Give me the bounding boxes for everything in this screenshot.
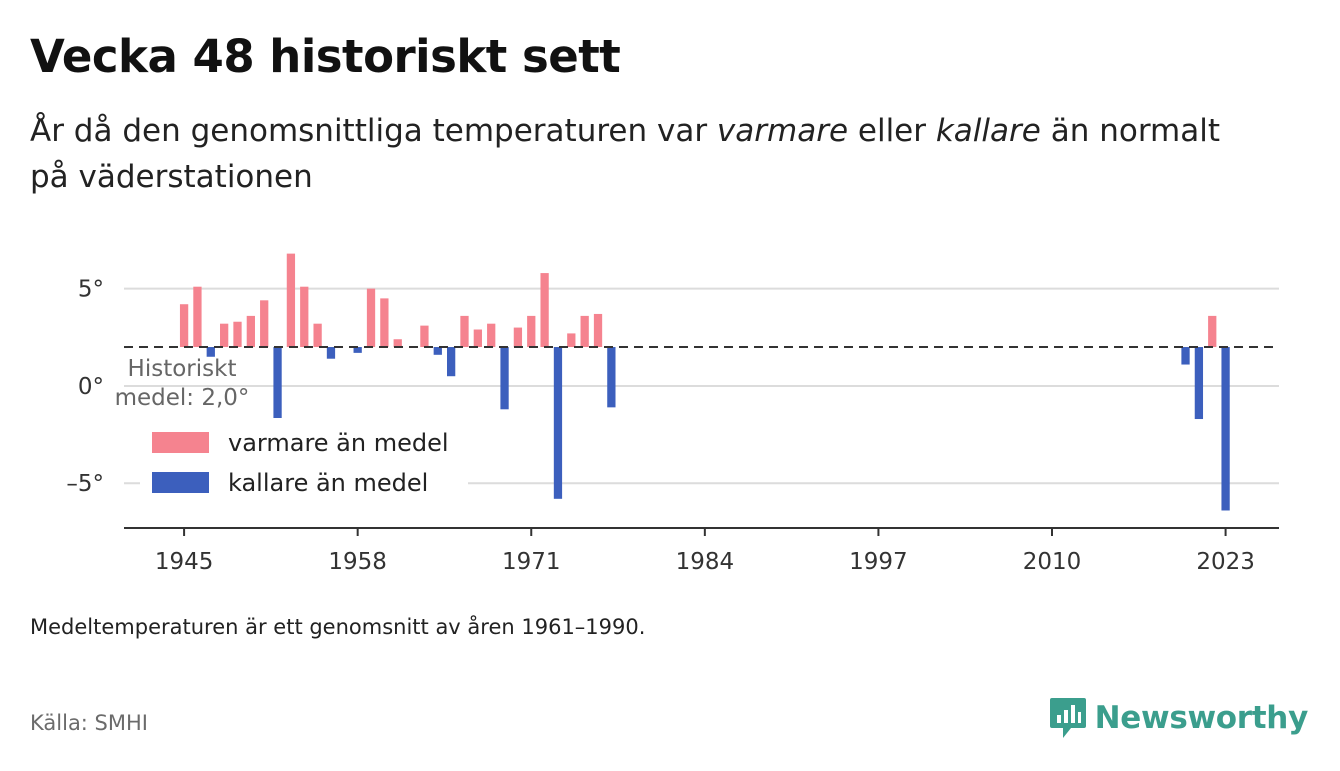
brand-name: Newsworthy bbox=[1094, 700, 1309, 736]
bar-cold bbox=[553, 347, 563, 499]
legend-item-warm-label: varmare än medel bbox=[228, 429, 449, 457]
bar-warm bbox=[393, 339, 402, 348]
bar-warm bbox=[420, 325, 429, 348]
bar-cold bbox=[500, 347, 509, 410]
gridlines: 5° 0° –5° bbox=[66, 277, 1279, 497]
bar-warm bbox=[487, 323, 496, 348]
y-tick-label: –5° bbox=[66, 471, 104, 497]
bar-warm bbox=[593, 313, 603, 348]
bar-warm bbox=[286, 253, 296, 348]
subtitle-warm-word: varmare bbox=[716, 113, 849, 149]
x-tick-label: 1958 bbox=[328, 549, 387, 575]
bar-warm bbox=[260, 300, 269, 348]
legend-item-cold-swatch bbox=[152, 472, 209, 493]
bar-warm bbox=[366, 288, 376, 348]
subtitle-text-1: År då den genomsnittliga temperaturen va… bbox=[30, 113, 717, 149]
bar-cold bbox=[353, 347, 362, 353]
x-tick-label: 2010 bbox=[1023, 549, 1082, 575]
baseline-label: Historiskt bbox=[128, 356, 237, 382]
baseline-label: medel: 2,0° bbox=[115, 385, 250, 411]
brand-logo: Newsworthy bbox=[1049, 696, 1308, 740]
subtitle-cold-word: kallare bbox=[935, 113, 1041, 149]
bar-warm bbox=[540, 273, 549, 348]
footnote: Medeltemperaturen är ett genomsnitt av å… bbox=[30, 615, 646, 639]
bar-warm bbox=[179, 304, 189, 348]
bar-cold bbox=[433, 347, 442, 355]
y-tick-label: 0° bbox=[78, 374, 104, 400]
bar-warm bbox=[220, 323, 229, 348]
y-tick-label: 5° bbox=[78, 277, 104, 303]
x-tick-label: 1997 bbox=[849, 549, 908, 575]
bar-warm bbox=[313, 323, 322, 348]
baseline-group: Historiskt medel: 2,0° bbox=[115, 346, 1279, 411]
newsworthy-icon bbox=[1049, 698, 1086, 738]
bar-cold bbox=[206, 347, 215, 357]
bar-warm bbox=[473, 329, 482, 348]
source-text: Källa: SMHI bbox=[30, 711, 148, 735]
x-tick-label: 2023 bbox=[1196, 549, 1255, 575]
bar-warm bbox=[580, 315, 589, 348]
chart-subtitle: År då den genomsnittliga temperaturen va… bbox=[30, 108, 1250, 200]
bar-cold bbox=[607, 347, 616, 408]
bar-cold bbox=[326, 347, 336, 359]
bar-warm bbox=[513, 327, 523, 348]
bar-warm bbox=[300, 286, 309, 348]
bar-warm bbox=[1208, 315, 1217, 348]
subtitle-text-3: än normalt på väderstationen bbox=[30, 113, 1220, 195]
bar-cold bbox=[1221, 347, 1230, 511]
x-tick-label: 1984 bbox=[676, 549, 735, 575]
bar-cold bbox=[1181, 347, 1190, 365]
legend-item-cold-label: kallare än medel bbox=[228, 469, 428, 497]
x-tick-label: 1945 bbox=[155, 549, 214, 575]
legend: varmare än medel kallare än medel bbox=[140, 418, 468, 506]
bar-cold bbox=[1194, 347, 1204, 420]
subtitle-text-2: eller bbox=[848, 113, 936, 149]
bar-warm bbox=[246, 315, 255, 348]
x-axis: 1945 1958 1971 1984 1997 2010 2023 bbox=[124, 527, 1279, 575]
bar-warm bbox=[460, 315, 469, 348]
bar-warm bbox=[567, 333, 576, 348]
bar-cold bbox=[273, 347, 282, 421]
bar-warm bbox=[233, 321, 242, 348]
x-tick-label: 1971 bbox=[502, 549, 561, 575]
bars bbox=[179, 253, 1230, 511]
bar-warm bbox=[527, 315, 536, 348]
bar-warm bbox=[380, 298, 389, 348]
bar-cold bbox=[447, 347, 456, 377]
bar-warm bbox=[193, 286, 202, 348]
chart-title: Vecka 48 historiskt sett bbox=[30, 30, 621, 83]
legend-item-warm-swatch bbox=[152, 432, 209, 453]
